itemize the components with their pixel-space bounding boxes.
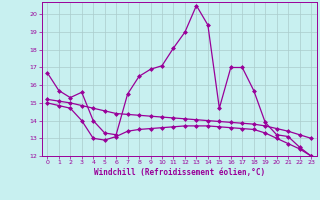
X-axis label: Windchill (Refroidissement éolien,°C): Windchill (Refroidissement éolien,°C) [94,168,265,177]
